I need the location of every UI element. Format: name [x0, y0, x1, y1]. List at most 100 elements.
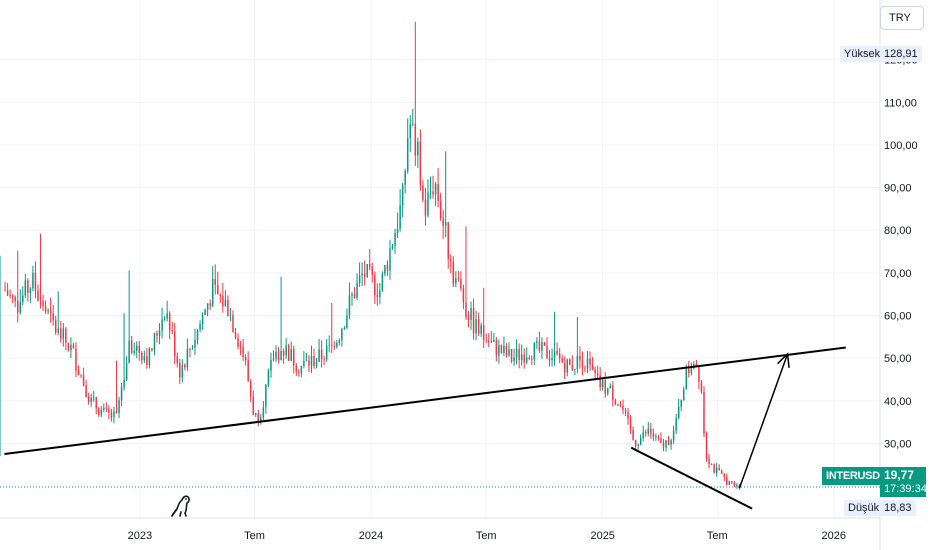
candle	[338, 338, 341, 346]
candle	[135, 341, 138, 359]
candle	[70, 337, 72, 358]
candle	[409, 115, 411, 153]
candle	[553, 311, 556, 366]
candle	[401, 183, 404, 218]
last-price-box: 19,77 17:39:34	[880, 467, 927, 497]
candle	[95, 396, 97, 415]
candle	[298, 369, 300, 377]
candle	[113, 406, 115, 424]
candle	[495, 336, 498, 362]
candle	[637, 443, 639, 450]
candle	[105, 402, 108, 413]
candle	[607, 387, 609, 396]
candle	[34, 261, 37, 299]
candle	[252, 390, 254, 416]
candle	[171, 321, 173, 335]
candle	[295, 363, 298, 377]
arrow-head-icon	[777, 352, 790, 368]
candle	[351, 291, 353, 306]
candle	[467, 311, 470, 328]
currency-button[interactable]: TRY	[880, 6, 924, 30]
candle	[700, 379, 703, 394]
candle	[24, 273, 27, 299]
candle	[184, 363, 186, 371]
candle	[19, 289, 22, 315]
candle	[201, 312, 204, 330]
arrow-line	[738, 353, 789, 489]
candle	[655, 433, 657, 441]
candle	[688, 360, 690, 378]
candle	[627, 408, 629, 425]
candle	[285, 337, 287, 359]
candle	[475, 310, 477, 341]
candle	[503, 336, 505, 357]
candle	[670, 438, 672, 450]
candle	[110, 408, 113, 422]
candle	[214, 264, 217, 295]
candle	[186, 338, 189, 372]
candle	[703, 386, 705, 438]
candle	[277, 346, 280, 364]
candle	[336, 339, 338, 349]
candle	[82, 367, 85, 387]
candle	[617, 403, 619, 407]
candle	[191, 344, 194, 350]
candle	[690, 362, 693, 376]
candle	[103, 403, 105, 413]
candle	[432, 175, 434, 199]
candle	[115, 360, 118, 414]
candle	[660, 432, 662, 444]
candle	[396, 212, 399, 238]
x-tick-label: 2025	[590, 530, 614, 542]
x-axis: 2023 Tem 2024 Tem 2025 Tem 2026	[128, 530, 846, 542]
y-tick-label: 50,00	[884, 353, 912, 365]
candle	[300, 365, 303, 378]
candle	[680, 399, 682, 412]
candle	[310, 345, 313, 374]
candle	[146, 348, 148, 369]
candle	[118, 396, 120, 419]
candle	[498, 339, 500, 364]
candle-series	[0, 21, 741, 490]
candle	[67, 342, 70, 352]
candle	[574, 368, 576, 376]
candle	[485, 333, 487, 343]
candle	[123, 313, 125, 391]
candle	[366, 264, 368, 279]
candle	[90, 393, 92, 407]
candle	[280, 276, 282, 361]
x-tick-label: 2026	[822, 530, 846, 542]
candle	[406, 118, 409, 174]
candle	[594, 366, 596, 381]
candle	[255, 412, 257, 418]
candle	[520, 344, 523, 366]
candle	[632, 426, 634, 441]
candle	[571, 355, 574, 372]
candle	[622, 399, 624, 415]
candle	[341, 327, 343, 347]
drawings[interactable]	[4, 346, 846, 510]
candle	[39, 233, 42, 309]
candle	[6, 283, 9, 296]
candle	[161, 307, 163, 339]
candle	[569, 358, 571, 366]
candle	[718, 464, 720, 471]
candle	[394, 228, 396, 254]
candle	[713, 463, 715, 474]
candle	[652, 428, 655, 441]
candle	[619, 400, 622, 408]
candle	[14, 295, 16, 308]
candle	[247, 351, 249, 382]
candle	[27, 278, 29, 302]
candle	[391, 244, 394, 250]
candle	[465, 226, 467, 320]
candle	[65, 327, 67, 351]
candle	[29, 287, 32, 304]
tradingview-logo-icon[interactable]	[168, 492, 196, 520]
candle	[85, 379, 87, 398]
candle	[563, 356, 566, 379]
candle	[211, 266, 214, 308]
candle	[493, 332, 495, 342]
y-tick-label: 40,00	[884, 396, 912, 408]
